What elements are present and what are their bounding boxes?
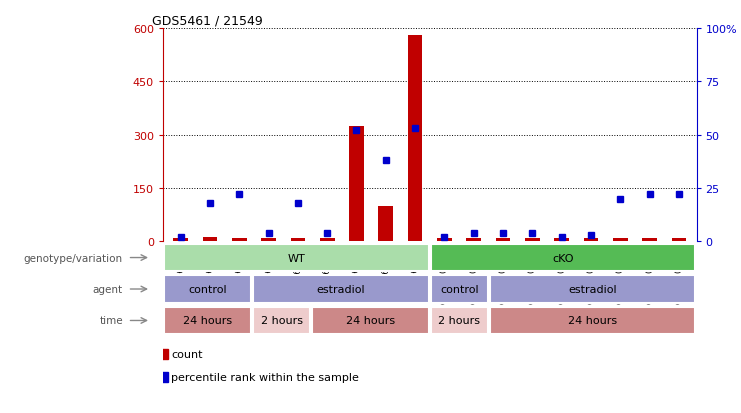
Text: agent: agent xyxy=(93,284,123,294)
Bar xyxy=(173,239,188,242)
Bar xyxy=(671,239,686,242)
Bar xyxy=(525,239,539,242)
FancyBboxPatch shape xyxy=(165,244,428,272)
Text: 24 hours: 24 hours xyxy=(346,316,395,326)
Text: time: time xyxy=(99,316,123,326)
Text: WT: WT xyxy=(288,253,305,263)
Text: percentile rank within the sample: percentile rank within the sample xyxy=(171,372,359,382)
FancyBboxPatch shape xyxy=(431,307,488,335)
Text: estradiol: estradiol xyxy=(316,284,365,294)
Text: genotype/variation: genotype/variation xyxy=(24,253,123,263)
Bar xyxy=(320,239,334,242)
Text: count: count xyxy=(171,349,202,359)
Bar xyxy=(202,237,217,242)
Bar xyxy=(379,206,393,242)
FancyBboxPatch shape xyxy=(431,275,488,303)
FancyBboxPatch shape xyxy=(313,307,428,335)
Bar xyxy=(232,238,247,242)
Bar xyxy=(437,239,452,242)
Text: cKO: cKO xyxy=(552,253,574,263)
FancyBboxPatch shape xyxy=(253,307,310,335)
Text: 24 hours: 24 hours xyxy=(183,316,232,326)
Text: GDS5461 / 21549: GDS5461 / 21549 xyxy=(153,15,263,28)
Text: control: control xyxy=(188,284,227,294)
Bar xyxy=(408,36,422,242)
Bar xyxy=(262,239,276,242)
Bar xyxy=(584,239,598,242)
FancyBboxPatch shape xyxy=(253,275,428,303)
Bar xyxy=(496,239,511,242)
FancyBboxPatch shape xyxy=(491,275,695,303)
Text: control: control xyxy=(440,284,479,294)
FancyBboxPatch shape xyxy=(491,307,695,335)
Bar xyxy=(466,239,481,242)
Text: 2 hours: 2 hours xyxy=(261,316,302,326)
FancyBboxPatch shape xyxy=(165,307,250,335)
FancyBboxPatch shape xyxy=(165,275,250,303)
Bar xyxy=(642,239,657,242)
Bar xyxy=(290,239,305,242)
Bar xyxy=(554,239,569,242)
Bar xyxy=(349,126,364,242)
FancyBboxPatch shape xyxy=(431,244,695,272)
Bar xyxy=(613,239,628,242)
Text: 24 hours: 24 hours xyxy=(568,316,617,326)
Text: 2 hours: 2 hours xyxy=(439,316,480,326)
Text: estradiol: estradiol xyxy=(568,284,617,294)
